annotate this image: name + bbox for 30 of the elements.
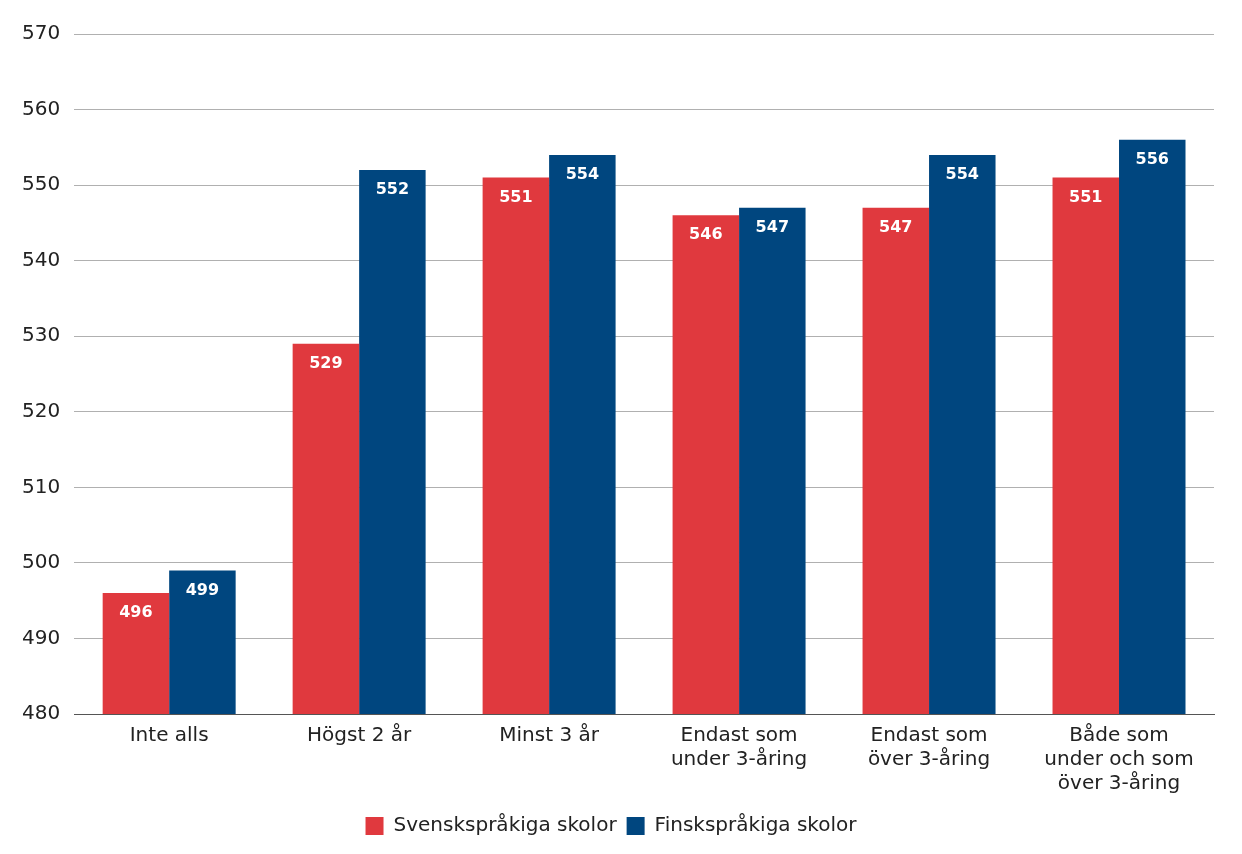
data-label: 551 xyxy=(1069,186,1103,206)
y-tick-label: 500 xyxy=(21,549,61,574)
x-tick-label: Både som under och som över 3-åring xyxy=(1044,722,1194,795)
data-label: 496 xyxy=(119,602,153,622)
x-tick-label: Inte alls xyxy=(129,722,209,747)
legend-label: Finskspråkiga skolor xyxy=(654,812,858,837)
data-label: 547 xyxy=(879,216,913,236)
x-tick-label: Högst 2 år xyxy=(307,722,412,747)
data-label: 556 xyxy=(1135,148,1169,168)
data-label: 554 xyxy=(945,164,979,184)
y-tick-label: 490 xyxy=(21,624,61,649)
y-tick-label: 520 xyxy=(21,397,61,422)
data-label: 551 xyxy=(499,186,533,206)
data-label: 529 xyxy=(309,352,343,372)
x-tick-label: Minst 3 år xyxy=(499,722,600,747)
y-tick-label: 510 xyxy=(21,473,61,498)
x-tick-label: Endast som under 3-åring xyxy=(670,722,808,771)
data-label: 554 xyxy=(565,164,600,184)
legend-label: Svenskspråkiga skolor xyxy=(393,812,618,837)
data-label: 552 xyxy=(375,179,410,199)
y-tick-label: 530 xyxy=(21,322,61,347)
data-label: 546 xyxy=(689,224,723,244)
data-label: 547 xyxy=(755,216,790,236)
y-tick-label: 540 xyxy=(21,246,61,271)
y-tick-label: 480 xyxy=(21,700,61,725)
x-tick-label: Endast som över 3-åring xyxy=(867,722,991,771)
y-tick-label: 570 xyxy=(21,20,61,45)
data-label: 499 xyxy=(185,579,220,599)
y-tick-label: 550 xyxy=(21,171,61,196)
y-tick-label: 560 xyxy=(21,95,61,120)
